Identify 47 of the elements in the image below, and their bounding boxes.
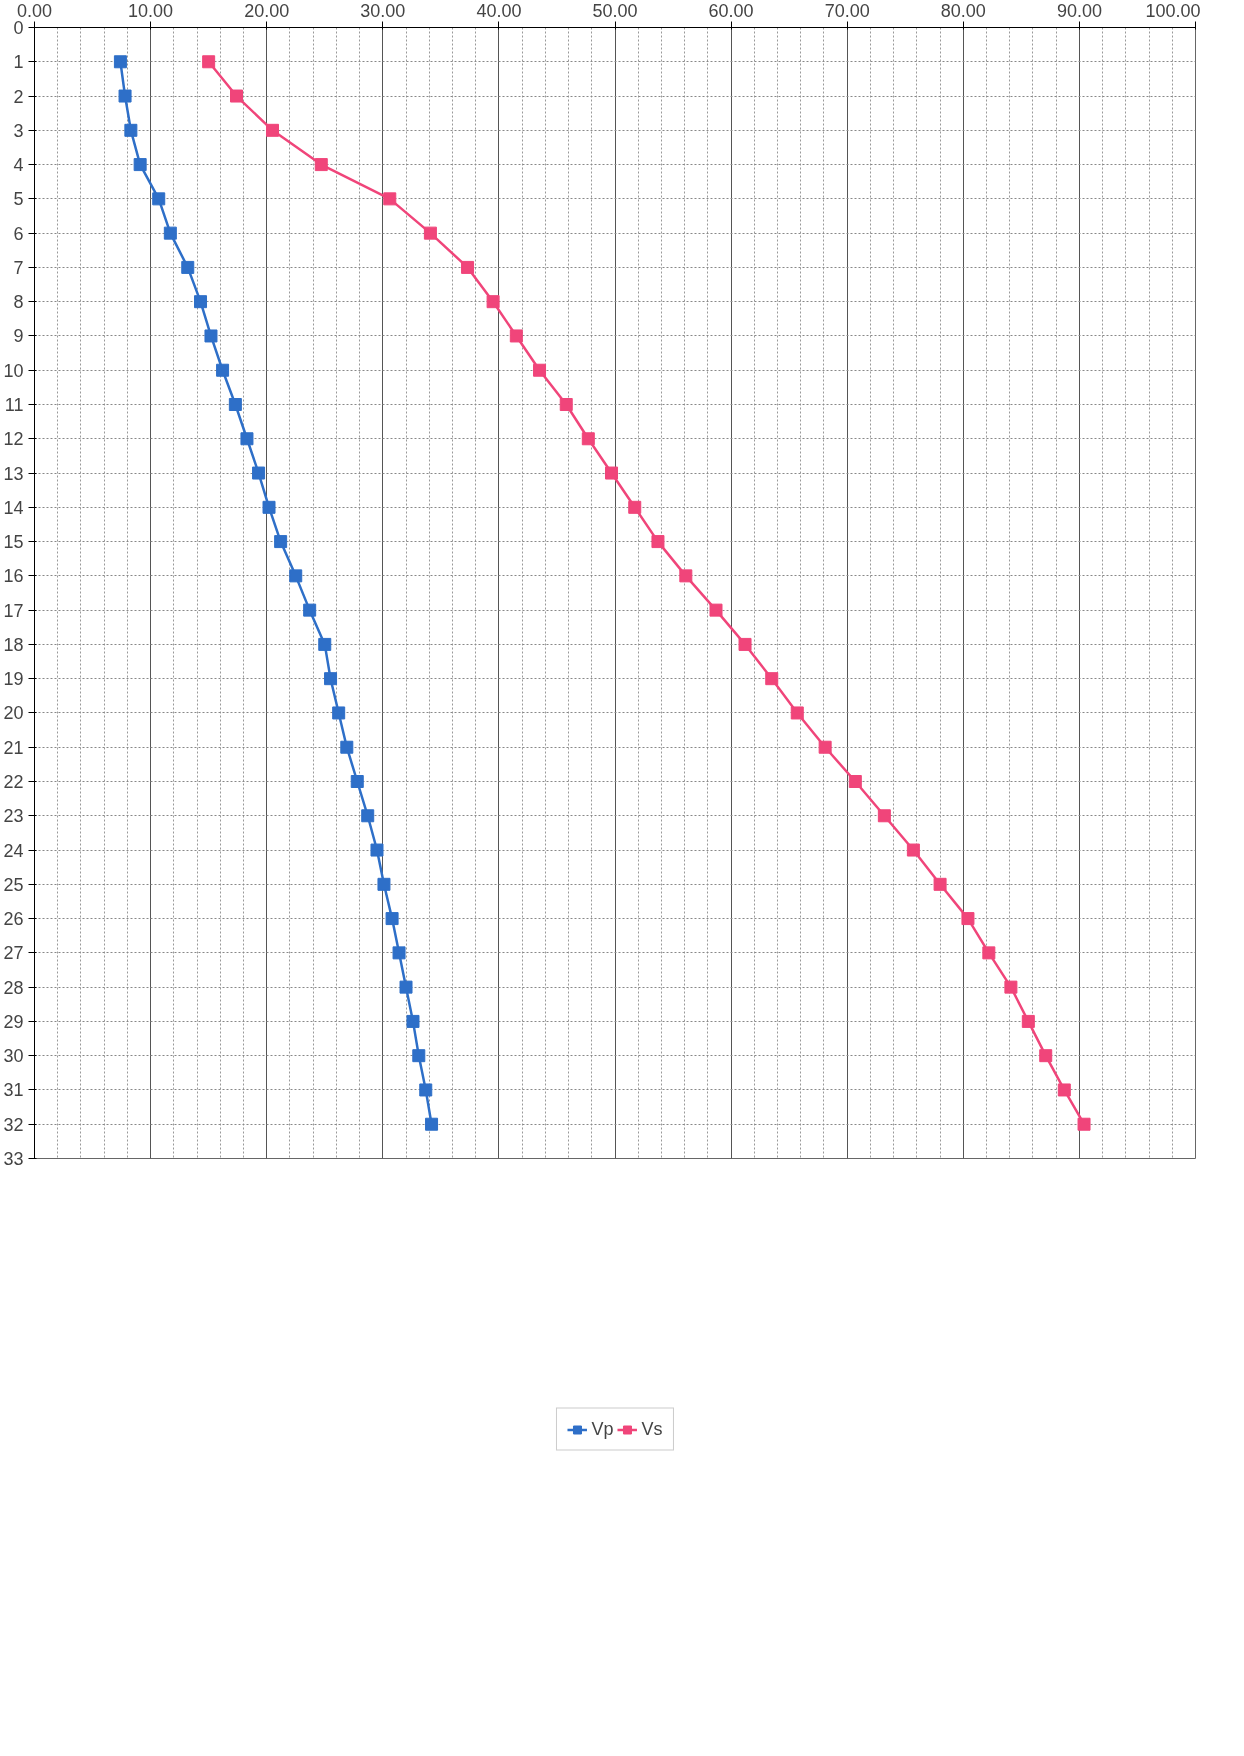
x-tick-label: 70.00 (824, 0, 870, 21)
y-tick-label: 16 (3, 566, 24, 587)
x-tick-label: 100.00 (1145, 0, 1201, 21)
x-tick-label: 40.00 (476, 0, 522, 21)
legend-label: Vp (591, 1418, 614, 1440)
y-tick-label: 27 (3, 943, 24, 964)
y-tick-label: 31 (3, 1080, 24, 1101)
y-tick-label: 10 (3, 360, 24, 381)
y-tick-label: 30 (3, 1046, 24, 1067)
x-tick-label: 10.00 (128, 0, 174, 21)
y-tick-label: 11 (4, 395, 24, 415)
y-tick-label: 7 (13, 257, 24, 278)
y-tick-label: 6 (13, 223, 24, 244)
y-tick-label: 8 (13, 292, 24, 313)
y-tick-label: 1 (13, 52, 24, 73)
y-tick-label: 26 (3, 909, 24, 930)
y-tick-label: 22 (3, 772, 24, 792)
y-tick-label: 20 (3, 703, 24, 724)
x-tick-label: 30.00 (360, 0, 406, 21)
y-tick-label: 15 (3, 532, 24, 553)
y-tick-label: 0 (13, 18, 24, 38)
x-tick-label: 90.00 (1056, 0, 1102, 21)
y-tick-label: 23 (3, 806, 24, 827)
x-tick-label: 20.00 (244, 0, 290, 21)
y-tick-label: 32 (3, 1114, 24, 1135)
y-tick-label: 12 (3, 429, 24, 450)
y-tick-label: 4 (13, 155, 24, 176)
y-tick-label: 5 (13, 189, 24, 210)
y-tick-label: 21 (3, 737, 24, 758)
y-tick-label: 18 (3, 634, 24, 655)
x-tick-label: 60.00 (708, 0, 754, 21)
x-tick-label: 80.00 (940, 0, 986, 21)
y-tick-label: 19 (3, 669, 24, 690)
legend-label: Vs (641, 1418, 663, 1440)
y-tick-label: 24 (3, 840, 24, 861)
y-tick-label: 33 (3, 1149, 24, 1169)
y-tick-label: 28 (3, 977, 24, 998)
x-tick-label: 50.00 (592, 0, 638, 21)
y-tick-label: 9 (13, 326, 24, 347)
y-tick-label: 29 (3, 1011, 24, 1032)
x-tick-label: 0.00 (16, 0, 53, 21)
y-tick-label: 2 (13, 86, 24, 107)
y-tick-label: 17 (3, 600, 24, 621)
y-tick-label: 3 (13, 120, 24, 141)
y-tick-label: 13 (3, 463, 24, 484)
y-tick-label: 25 (3, 874, 24, 895)
y-tick-label: 14 (3, 497, 24, 518)
